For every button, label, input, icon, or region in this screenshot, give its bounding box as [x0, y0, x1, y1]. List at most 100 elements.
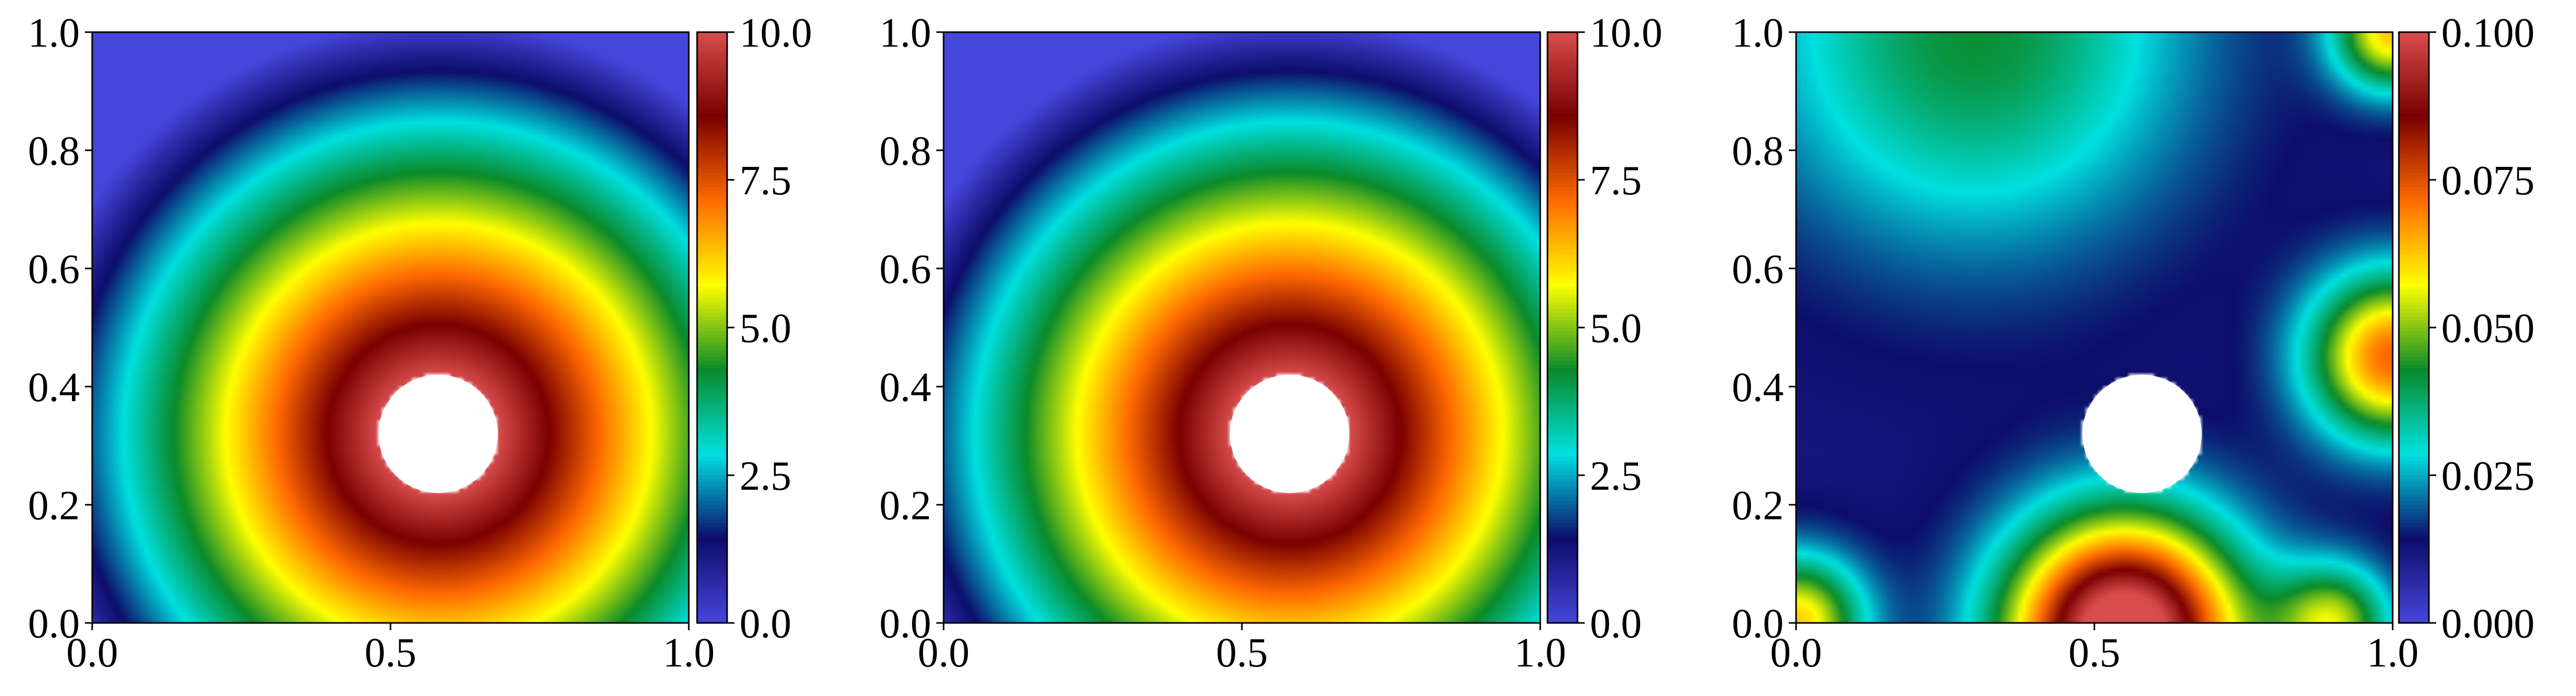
colorbar-segment: [1547, 597, 1578, 601]
colorbar-segment: [1547, 353, 1578, 358]
colorbar-segment: [2399, 601, 2429, 605]
colorbar-segment: [1547, 213, 1578, 217]
colorbar-segment: [2399, 549, 2429, 553]
colorbar-segment: [2399, 597, 2429, 601]
colorbar-segment: [1547, 560, 1578, 564]
y-tick-label: 0.8: [879, 129, 931, 174]
colorbar-segment: [2399, 530, 2429, 535]
colorbar-segment: [1547, 253, 1578, 258]
colorbar-segment: [2399, 36, 2429, 40]
colorbar-segment: [697, 353, 727, 358]
colorbar-segment: [2399, 198, 2429, 203]
colorbar-segment: [697, 460, 727, 465]
colorbar-segment: [1547, 154, 1578, 158]
colorbar-segment: [2399, 257, 2429, 262]
colorbar-segment: [2399, 294, 2429, 299]
colorbar-segment: [1547, 202, 1578, 206]
colorbar-segment: [697, 342, 727, 347]
colorbar-segment: [697, 268, 727, 273]
colorbar-segment: [1547, 283, 1578, 288]
colorbar-segment: [697, 224, 727, 229]
colorbar-segment: [1547, 316, 1578, 321]
colorbar-segment: [697, 505, 727, 509]
colorbar-segment: [1547, 571, 1578, 575]
y-tick-label: 0.4: [1732, 365, 1784, 410]
colorbar-segment: [2399, 508, 2429, 513]
colorbar-segment: [2399, 220, 2429, 225]
colorbar-segment: [697, 394, 727, 398]
colorbar-tick-label: 0.050: [2441, 306, 2535, 351]
colorbar-segment: [2399, 523, 2429, 528]
colorbar-segment: [2399, 412, 2429, 417]
colorbar-segment: [2399, 420, 2429, 424]
colorbar-segment: [2399, 283, 2429, 288]
y-tick-label: 0.8: [28, 129, 80, 174]
colorbar-segment: [697, 453, 727, 457]
colorbar-segment: [2399, 128, 2429, 132]
colorbar-segment: [1547, 442, 1578, 446]
colorbar-segment: [2399, 431, 2429, 435]
colorbar-segment: [697, 176, 727, 180]
colorbar-segment: [2399, 320, 2429, 324]
colorbar-segment: [2399, 209, 2429, 214]
colorbar-segment: [1547, 361, 1578, 365]
colorbar-tick-label: 7.5: [740, 158, 791, 204]
colorbar-segment: [2399, 194, 2429, 199]
colorbar-segment: [2399, 146, 2429, 151]
x-tick-label: 0.5: [1216, 630, 1268, 676]
colorbar-segment: [2399, 276, 2429, 280]
colorbar-segment: [2399, 357, 2429, 361]
colorbar-segment: [1547, 239, 1578, 243]
colorbar-segment: [2399, 453, 2429, 457]
colorbar-tick-label: 0.0: [1590, 601, 1642, 647]
colorbar-segment: [697, 575, 727, 579]
colorbar-segment: [697, 39, 727, 44]
colorbar-segment: [1547, 453, 1578, 457]
colorbar-segment: [1547, 372, 1578, 376]
colorbar-segment: [1547, 608, 1578, 613]
colorbar-segment: [1547, 272, 1578, 276]
colorbar-segment: [697, 239, 727, 243]
colorbar-segment: [1547, 328, 1578, 332]
colorbar-segment: [2399, 102, 2429, 107]
colorbar-segment: [1547, 243, 1578, 247]
x-tick-label: 0.5: [2068, 630, 2120, 676]
colorbar-segment: [1547, 132, 1578, 136]
colorbar-segment: [1547, 401, 1578, 406]
colorbar-segment: [1547, 556, 1578, 561]
colorbar-segment: [1547, 261, 1578, 265]
colorbar-segment: [2399, 165, 2429, 169]
colorbar-segment: [697, 172, 727, 177]
y-tick-label: 1.0: [28, 10, 80, 56]
colorbar-segment: [2399, 545, 2429, 550]
colorbar-segment: [2399, 305, 2429, 309]
colorbar-segment: [1547, 427, 1578, 432]
colorbar-segment: [697, 290, 727, 295]
colorbar-segment: [2399, 316, 2429, 321]
colorbar-segment: [1547, 62, 1578, 66]
colorbar-segment: [1547, 582, 1578, 587]
colorbar-tick-label: 10.0: [740, 10, 812, 56]
colorbar-segment: [697, 69, 727, 73]
x-tick-label: 0.0: [66, 630, 118, 676]
colorbar-segment: [1547, 538, 1578, 542]
x-tick-label: 0.0: [918, 630, 969, 676]
colorbar-segment: [697, 387, 727, 391]
colorbar-segment: [2399, 65, 2429, 69]
colorbar-segment: [2399, 228, 2429, 232]
colorbar-segment: [1547, 121, 1578, 125]
colorbar-segment: [697, 564, 727, 568]
colorbar-segment: [2399, 387, 2429, 391]
colorbar-segment: [697, 438, 727, 443]
colorbar-segment: [1547, 305, 1578, 309]
colorbar-segment: [1547, 619, 1578, 623]
colorbar-segment: [2399, 575, 2429, 579]
colorbar-segment: [1547, 342, 1578, 347]
colorbar-segment: [697, 408, 727, 413]
colorbar-segment: [697, 302, 727, 306]
colorbar-segment: [2399, 460, 2429, 465]
colorbar-segment: [697, 91, 727, 95]
colorbar-segment: [1547, 505, 1578, 509]
colorbar-segment: [697, 124, 727, 129]
colorbar-segment: [2399, 619, 2429, 623]
